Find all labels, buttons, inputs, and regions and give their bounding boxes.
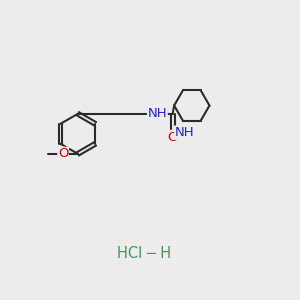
Text: NH: NH	[148, 107, 167, 120]
Text: HCl − H: HCl − H	[117, 246, 171, 261]
Text: NH: NH	[175, 126, 194, 139]
Text: O: O	[167, 131, 178, 144]
Text: O: O	[58, 147, 68, 160]
